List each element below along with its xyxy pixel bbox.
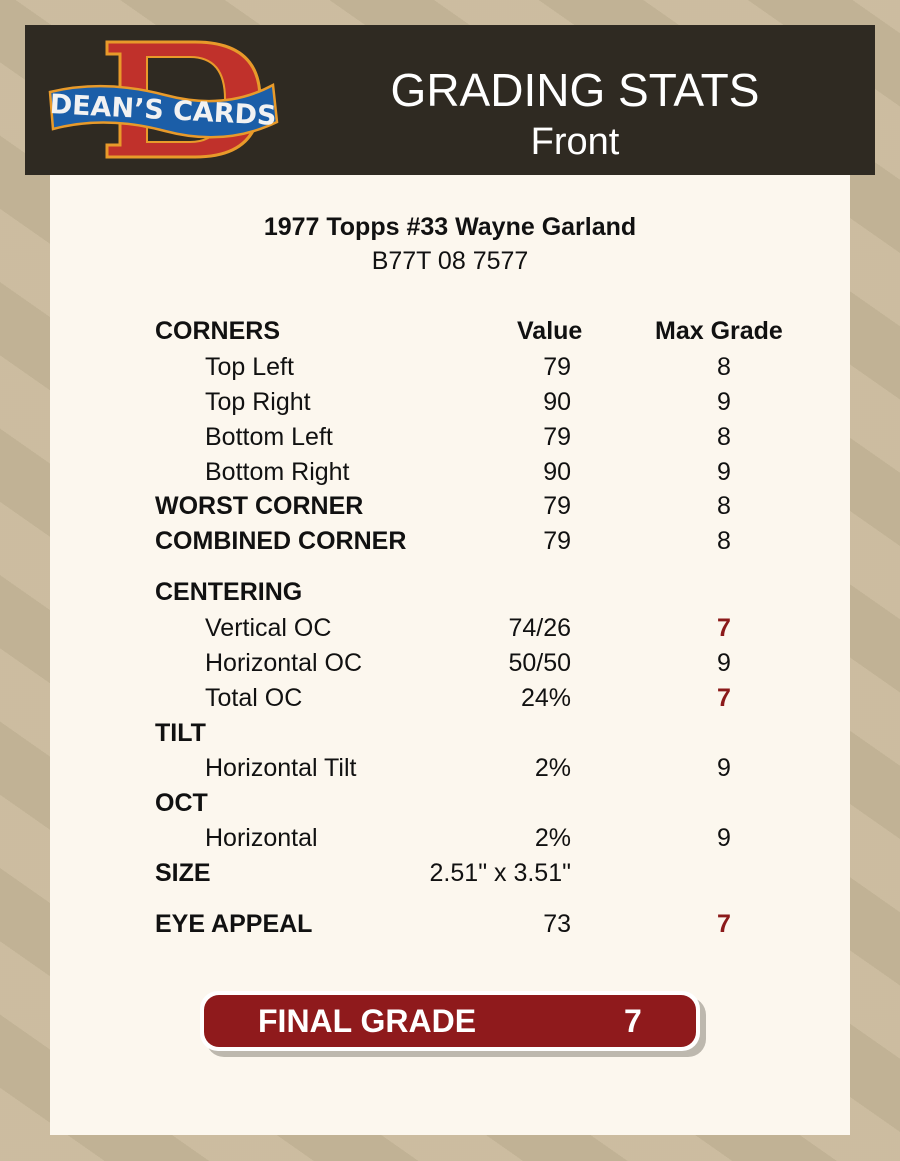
stat-row: Top Right 90 9 bbox=[50, 386, 850, 418]
stat-value: 2% bbox=[534, 754, 571, 782]
column-headers: Value Max Grade bbox=[50, 315, 850, 347]
final-grade-value: 7 bbox=[624, 1003, 642, 1039]
stat-max-grade: 9 bbox=[717, 649, 731, 677]
header-bar: DEAN’S CARDS GRADING STATS Front bbox=[25, 25, 875, 175]
stat-value: 24% bbox=[520, 684, 571, 712]
stat-label: TILT bbox=[155, 719, 206, 747]
page-title: GRADING STATS bbox=[390, 64, 760, 116]
stat-max-grade: 9 bbox=[717, 458, 731, 486]
stat-value: 79 bbox=[543, 492, 571, 520]
stat-row: CENTERING bbox=[50, 576, 850, 608]
stat-value: 74/26 bbox=[508, 614, 571, 642]
stat-max-grade: 7 bbox=[717, 910, 731, 938]
stat-label: COMBINED CORNER bbox=[155, 527, 407, 555]
stat-label: Top Left bbox=[205, 353, 294, 381]
stat-max-grade: 9 bbox=[717, 754, 731, 782]
stat-row: OCT bbox=[50, 787, 850, 819]
stat-row: Bottom Left 79 8 bbox=[50, 421, 850, 453]
stat-row: COMBINED CORNER 79 8 bbox=[50, 525, 850, 557]
stat-label: EYE APPEAL bbox=[155, 910, 313, 938]
stat-row: Top Left 79 8 bbox=[50, 351, 850, 383]
stat-row: Horizontal Tilt 2% 9 bbox=[50, 752, 850, 784]
final-grade-label: FINAL GRADE bbox=[258, 1003, 477, 1039]
stat-row: SIZE 2.51" x 3.51" bbox=[50, 857, 850, 889]
stat-row: WORST CORNER 79 8 bbox=[50, 490, 850, 522]
card-name: 1977 Topps #33 Wayne Garland bbox=[263, 213, 637, 241]
stat-label: SIZE bbox=[155, 859, 211, 887]
deans-cards-logo: DEAN’S CARDS bbox=[48, 40, 279, 159]
column-header-value: Value bbox=[517, 317, 583, 345]
stat-value: 73 bbox=[543, 910, 571, 938]
stat-label: WORST CORNER bbox=[155, 492, 364, 520]
stat-max-grade: 8 bbox=[717, 353, 731, 381]
stat-label: Top Right bbox=[205, 388, 311, 416]
stat-value: 79 bbox=[543, 353, 571, 381]
stat-label: Total OC bbox=[205, 684, 303, 712]
stat-label: Horizontal Tilt bbox=[205, 754, 357, 782]
stat-row: Bottom Right 90 9 bbox=[50, 456, 850, 488]
stat-label: CORNERS bbox=[155, 317, 281, 345]
stat-row: TILT bbox=[50, 717, 850, 749]
stat-row: CORNERS bbox=[50, 315, 850, 347]
stat-max-grade: 8 bbox=[717, 492, 731, 520]
stat-label: Vertical OC bbox=[205, 614, 332, 642]
stat-value: 50/50 bbox=[508, 649, 571, 677]
column-header-max-grade: Max Grade bbox=[655, 317, 783, 345]
stat-max-grade: 9 bbox=[717, 824, 731, 852]
stat-max-grade: 8 bbox=[717, 423, 731, 451]
stat-max-grade: 7 bbox=[717, 614, 731, 642]
stat-max-grade: 7 bbox=[717, 684, 731, 712]
stat-value: 90 bbox=[543, 388, 571, 416]
stat-max-grade: 9 bbox=[717, 388, 731, 416]
stat-row: EYE APPEAL 73 7 bbox=[50, 908, 850, 940]
final-grade-box: FINAL GRADE 7 bbox=[200, 991, 700, 1051]
stat-label: CENTERING bbox=[155, 578, 303, 606]
stat-value: 79 bbox=[543, 423, 571, 451]
cert-number: B77T 08 7577 bbox=[371, 247, 529, 275]
stat-value: 2.51" x 3.51" bbox=[429, 859, 571, 887]
stat-value: 90 bbox=[543, 458, 571, 486]
stat-value: 2% bbox=[534, 824, 571, 852]
stat-label: Horizontal bbox=[205, 824, 318, 852]
stat-label: Bottom Left bbox=[205, 423, 333, 451]
stat-row: Vertical OC 74/26 7 bbox=[50, 612, 850, 644]
stat-label: Bottom Right bbox=[205, 458, 350, 486]
stat-label: Horizontal OC bbox=[205, 649, 362, 677]
stat-row: Horizontal 2% 9 bbox=[50, 822, 850, 854]
stat-row: Total OC 24% 7 bbox=[50, 682, 850, 714]
grading-panel: 1977 Topps #33 Wayne Garland B77T 08 757… bbox=[50, 175, 850, 1135]
stat-row: Horizontal OC 50/50 9 bbox=[50, 647, 850, 679]
stat-max-grade: 8 bbox=[717, 527, 731, 555]
stat-label: OCT bbox=[155, 789, 208, 817]
stat-value: 79 bbox=[543, 527, 571, 555]
page-subtitle: Front bbox=[530, 121, 620, 163]
